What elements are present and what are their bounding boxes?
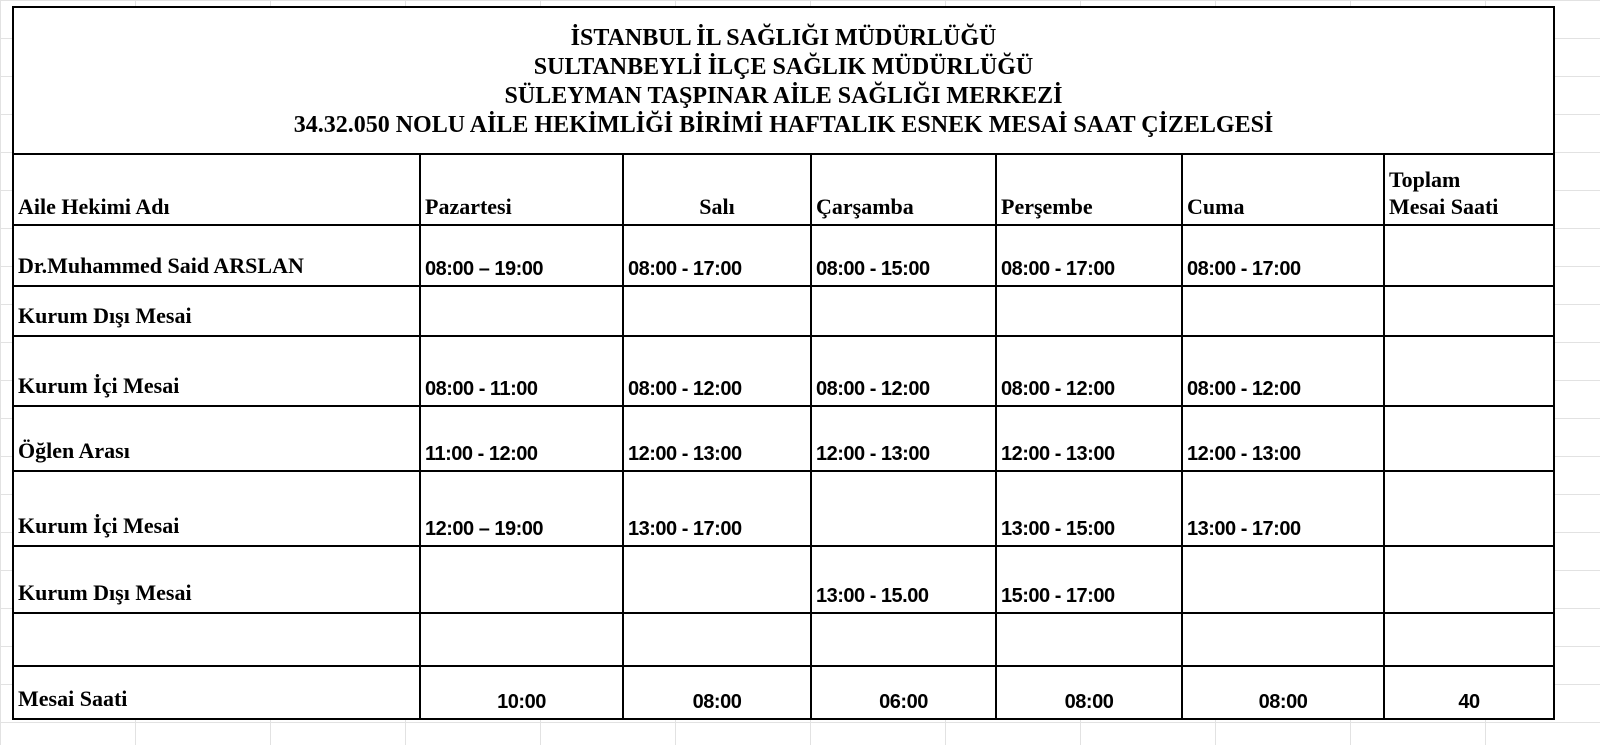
header-row: Aile Hekimi Adı Pazartesi Salı Çarşamba … [12, 153, 1555, 226]
title-line: SULTANBEYLİ İLÇE SAĞLIK MÜDÜRLÜĞÜ [533, 53, 1034, 80]
row-label [12, 612, 421, 667]
time-cell[interactable] [1181, 285, 1385, 337]
time-cell[interactable]: 12:00 - 13:00 [810, 405, 997, 472]
header-total-line1: Toplam [1389, 167, 1461, 192]
table-row: Kurum Dışı Mesai 13:00 - 15.00 15:00 - 17:… [12, 545, 1555, 614]
time-cell[interactable]: 12:00 - 13:00 [622, 405, 812, 472]
time-cell[interactable]: 08:00 - 12:00 [810, 335, 997, 407]
total-cell[interactable]: 08:00 [1181, 665, 1385, 720]
time-cell[interactable] [810, 470, 997, 547]
time-cell[interactable] [1383, 612, 1555, 667]
time-cell[interactable]: 13:00 - 17:00 [1181, 470, 1385, 547]
time-cell[interactable] [1383, 545, 1555, 614]
time-cell[interactable] [622, 285, 812, 337]
title-line: 34.32.050 NOLU AİLE HEKİMLİĞİ BİRİMİ HAF… [293, 111, 1274, 138]
header-name: Aile Hekimi Adı [12, 153, 421, 226]
time-cell[interactable]: 13:00 - 15.00 [810, 545, 997, 614]
title-line: İSTANBUL İL SAĞLIĞI MÜDÜRLÜĞÜ [570, 24, 997, 51]
schedule-table: İSTANBUL İL SAĞLIĞI MÜDÜRLÜĞÜ SULTANBEYL… [12, 6, 1555, 720]
time-cell[interactable] [419, 285, 624, 337]
header-tuesday: Salı [622, 153, 812, 226]
document-title: İSTANBUL İL SAĞLIĞI MÜDÜRLÜĞÜ SULTANBEYL… [12, 6, 1555, 155]
title-line: SÜLEYMAN TAŞPINAR AİLE SAĞLIĞI MERKEZİ [504, 82, 1063, 109]
time-cell[interactable]: 08:00 – 19:00 [419, 224, 624, 287]
time-cell[interactable]: 11:00 - 12:00 [419, 405, 624, 472]
totals-row: Mesai Saati 10:00 08:00 06:00 08:00 08:0… [12, 665, 1555, 720]
time-cell[interactable] [1181, 545, 1385, 614]
table-row: Dr.Muhammed Said ARSLAN 08:00 – 19:00 08:0… [12, 224, 1555, 287]
time-cell[interactable] [1181, 612, 1385, 667]
time-cell[interactable]: 08:00 - 17:00 [622, 224, 812, 287]
time-cell[interactable]: 12:00 - 13:00 [1181, 405, 1385, 472]
time-cell[interactable] [810, 612, 997, 667]
time-cell[interactable] [1383, 224, 1555, 287]
time-cell[interactable]: 08:00 - 11:00 [419, 335, 624, 407]
header-total: Toplam Mesai Saati [1383, 153, 1555, 226]
time-cell[interactable] [622, 612, 812, 667]
table-row: Öğlen Arası 11:00 - 12:00 12:00 - 13:00 12:… [12, 405, 1555, 472]
time-cell[interactable]: 08:00 - 17:00 [1181, 224, 1385, 287]
header-monday: Pazartesi [419, 153, 624, 226]
header-total-line2: Mesai Saati [1389, 194, 1499, 219]
row-label: Kurum Dışı Mesai [12, 545, 421, 614]
time-cell[interactable]: 15:00 - 17:00 [995, 545, 1183, 614]
header-friday: Cuma [1181, 153, 1385, 226]
time-cell[interactable] [1383, 335, 1555, 407]
row-label: Kurum İçi Mesai [12, 470, 421, 547]
time-cell[interactable]: 08:00 - 15:00 [810, 224, 997, 287]
time-cell[interactable]: 08:00 - 12:00 [995, 335, 1183, 407]
header-thursday: Perşembe [995, 153, 1183, 226]
row-label: Dr.Muhammed Said ARSLAN [12, 224, 421, 287]
time-cell[interactable] [995, 285, 1183, 337]
time-cell[interactable] [622, 545, 812, 614]
table-row: Kurum İçi Mesai 08:00 - 11:00 08:00 - 12:0… [12, 335, 1555, 407]
row-label: Kurum İçi Mesai [12, 335, 421, 407]
grand-total-cell[interactable]: 40 [1383, 665, 1555, 720]
row-label: Öğlen Arası [12, 405, 421, 472]
time-cell[interactable]: 13:00 - 15:00 [995, 470, 1183, 547]
time-cell[interactable] [1383, 405, 1555, 472]
time-cell[interactable] [419, 545, 624, 614]
header-wednesday: Çarşamba [810, 153, 997, 226]
time-cell[interactable]: 13:00 - 17:00 [622, 470, 812, 547]
time-cell[interactable]: 12:00 - 13:00 [995, 405, 1183, 472]
time-cell[interactable]: 08:00 - 12:00 [622, 335, 812, 407]
table-row [12, 612, 1555, 667]
time-cell[interactable]: 08:00 - 12:00 [1181, 335, 1385, 407]
time-cell[interactable] [810, 285, 997, 337]
time-cell[interactable] [419, 612, 624, 667]
total-cell[interactable]: 08:00 [995, 665, 1183, 720]
total-cell[interactable]: 10:00 [419, 665, 624, 720]
time-cell[interactable] [1383, 285, 1555, 337]
total-cell[interactable]: 06:00 [810, 665, 997, 720]
time-cell[interactable]: 12:00 – 19:00 [419, 470, 624, 547]
total-cell[interactable]: 08:00 [622, 665, 812, 720]
table-row: Kurum Dışı Mesai [12, 285, 1555, 337]
table-row: Kurum İçi Mesai 12:00 – 19:00 13:00 - 17:0… [12, 470, 1555, 547]
time-cell[interactable] [1383, 470, 1555, 547]
time-cell[interactable]: 08:00 - 17:00 [995, 224, 1183, 287]
row-label: Kurum Dışı Mesai [12, 285, 421, 337]
time-cell[interactable] [995, 612, 1183, 667]
row-label: Mesai Saati [12, 665, 421, 720]
